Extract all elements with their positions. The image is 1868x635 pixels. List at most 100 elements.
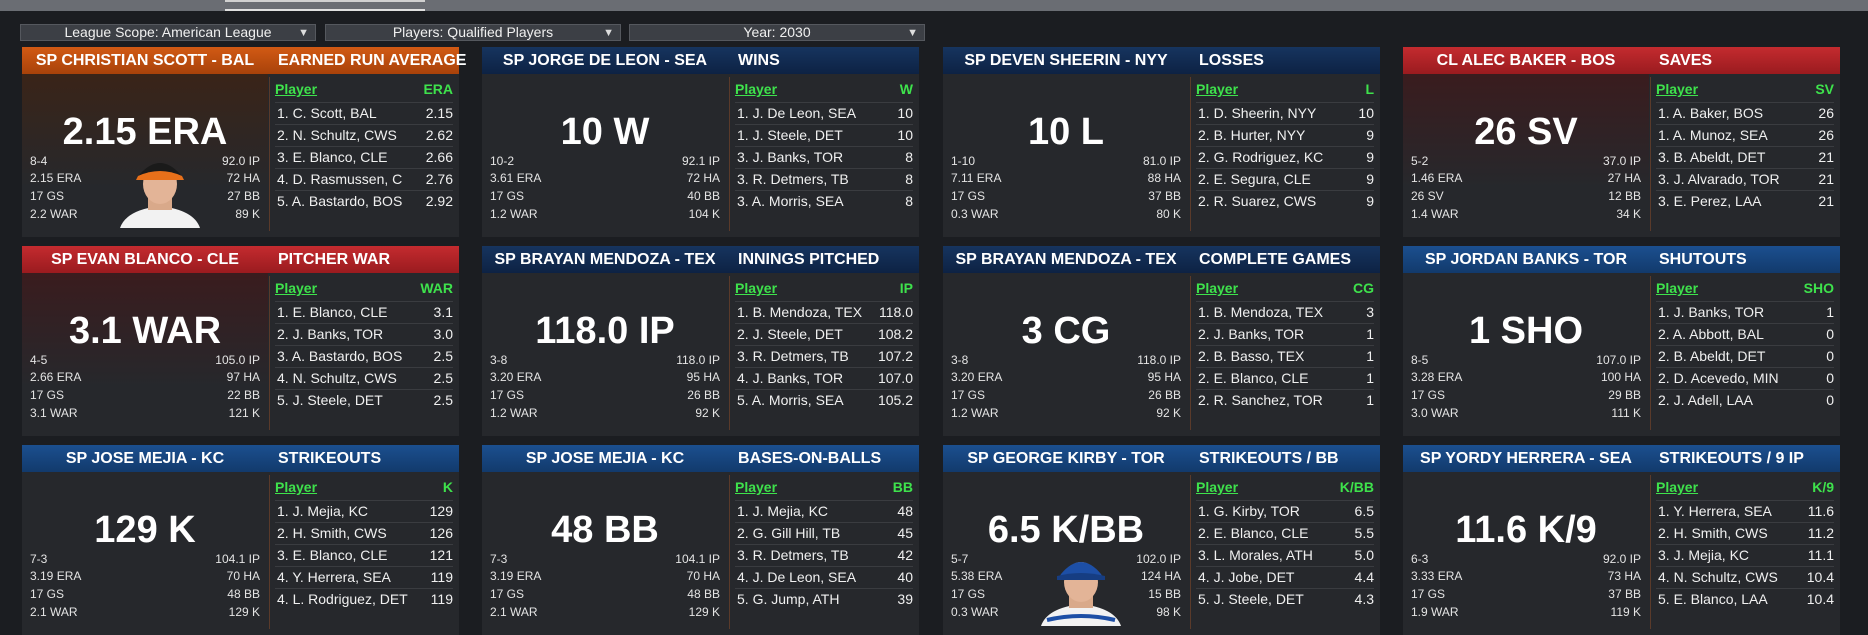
leader-card[interactable]: SP JOSE MEJIA - KC BASES-ON-BALLS 48 BB 7-3… bbox=[482, 445, 919, 635]
leader-card[interactable]: SP JOSE MEJIA - KC STRIKEOUTS 129 K 7-3 104.… bbox=[22, 445, 459, 635]
table-row[interactable]: 1. J. Mejia, KC 48 bbox=[735, 500, 913, 522]
table-row[interactable]: 4. J. De Leon, SEA 40 bbox=[735, 566, 913, 588]
table-row[interactable]: 3. L. Morales, ATH 5.0 bbox=[1196, 544, 1374, 566]
table-row[interactable]: 3. E. Blanco, CLE 2.66 bbox=[275, 146, 453, 168]
leader-player-name[interactable]: SP EVAN BLANCO - CLE bbox=[51, 251, 239, 268]
column-header-player[interactable]: Player bbox=[1656, 280, 1699, 296]
column-header-player[interactable]: Player bbox=[1196, 81, 1239, 97]
leader-card[interactable]: SP EVAN BLANCO - CLE PITCHER WAR 3.1 WAR 4-… bbox=[22, 246, 459, 436]
leader-card[interactable]: CL ALEC BAKER - BOS SAVES 26 SV 5-2 37.0 IP 1… bbox=[1403, 47, 1840, 237]
leader-card[interactable]: SP CHRISTIAN SCOTT - BAL EARNED RUN AVERA… bbox=[22, 47, 466, 237]
leader-card[interactable]: SP BRAYAN MENDOZA - TEX COMPLETE GAMES 3 C… bbox=[943, 246, 1380, 436]
table-row[interactable]: 2. A. Abbott, BAL 0 bbox=[1656, 323, 1834, 345]
table-row[interactable]: 5. A. Bastardo, BOS 2.92 bbox=[275, 190, 453, 212]
column-header-player[interactable]: Player bbox=[1656, 479, 1699, 495]
leader-card[interactable]: SP JORGE DE LEON - SEA WINS 10 W 10-2 92.1 I… bbox=[482, 47, 919, 237]
table-row[interactable]: 2. G. Rodriguez, KC 9 bbox=[1196, 146, 1374, 168]
table-row[interactable]: 5. G. Jump, ATH 39 bbox=[735, 588, 913, 610]
table-row[interactable]: 1. A. Munoz, SEA 26 bbox=[1656, 124, 1834, 146]
column-header-stat[interactable]: WAR bbox=[420, 280, 453, 296]
league-scope-dropdown[interactable]: League Scope: American League ▼ bbox=[20, 24, 316, 41]
table-row[interactable]: 2. E. Blanco, CLE 5.5 bbox=[1196, 522, 1374, 544]
table-row[interactable]: 1. J. Steele, DET 10 bbox=[735, 124, 913, 146]
table-row[interactable]: 5. J. Steele, DET 4.3 bbox=[1196, 588, 1374, 610]
table-row[interactable]: 2. E. Blanco, CLE 1 bbox=[1196, 367, 1374, 389]
table-row[interactable]: 2. J. Banks, TOR 3.0 bbox=[275, 323, 453, 345]
column-header-player[interactable]: Player bbox=[275, 479, 318, 495]
leader-player-name[interactable]: SP JOSE MEJIA - KC bbox=[525, 450, 685, 467]
table-row[interactable]: 2. J. Steele, DET 108.2 bbox=[735, 323, 913, 345]
table-row[interactable]: 3. J. Alvarado, TOR 21 bbox=[1656, 168, 1834, 190]
table-row[interactable]: 4. L. Rodriguez, DET 119 bbox=[275, 588, 453, 610]
column-header-player[interactable]: Player bbox=[735, 479, 778, 495]
column-header-player[interactable]: Player bbox=[735, 280, 778, 296]
table-row[interactable]: 3. A. Bastardo, BOS 2.5 bbox=[275, 345, 453, 367]
table-row[interactable]: 2. D. Acevedo, MIN 0 bbox=[1656, 367, 1834, 389]
table-row[interactable]: 2. H. Smith, CWS 11.2 bbox=[1656, 522, 1834, 544]
column-header-player[interactable]: Player bbox=[275, 81, 318, 97]
table-row[interactable]: 2. G. Gill Hill, TB 45 bbox=[735, 522, 913, 544]
column-header-stat[interactable]: BB bbox=[892, 479, 913, 495]
table-row[interactable]: 3. E. Blanco, CLE 121 bbox=[275, 544, 453, 566]
table-row[interactable]: 4. N. Schultz, CWS 10.4 bbox=[1656, 566, 1834, 588]
table-row[interactable]: 3. B. Abeldt, DET 21 bbox=[1656, 146, 1834, 168]
table-row[interactable]: 2. B. Basso, TEX 1 bbox=[1196, 345, 1374, 367]
table-row[interactable]: 3. J. Mejia, KC 11.1 bbox=[1656, 544, 1834, 566]
column-header-stat[interactable]: ERA bbox=[423, 81, 453, 97]
table-row[interactable]: 3. E. Perez, LAA 21 bbox=[1656, 190, 1834, 212]
table-row[interactable]: 2. R. Suarez, CWS 9 bbox=[1196, 190, 1374, 212]
column-header-stat[interactable]: K/9 bbox=[1812, 479, 1834, 495]
table-row[interactable]: 1. J. Banks, TOR 1 bbox=[1656, 301, 1834, 323]
column-header-player[interactable]: Player bbox=[1196, 280, 1239, 296]
table-row[interactable]: 2. H. Smith, CWS 126 bbox=[275, 522, 453, 544]
table-row[interactable]: 4. J. Jobe, DET 4.4 bbox=[1196, 566, 1374, 588]
table-row[interactable]: 3. A. Morris, SEA 8 bbox=[735, 190, 913, 212]
table-row[interactable]: 4. J. Banks, TOR 107.0 bbox=[735, 367, 913, 389]
column-header-player[interactable]: Player bbox=[1196, 479, 1239, 495]
table-row[interactable]: 4. N. Schultz, CWS 2.5 bbox=[275, 367, 453, 389]
leader-player-name[interactable]: SP CHRISTIAN SCOTT - BAL bbox=[35, 52, 255, 69]
leader-player-name[interactable]: SP BRAYAN MENDOZA - TEX bbox=[955, 251, 1177, 268]
table-row[interactable]: 1. C. Scott, BAL 2.15 bbox=[275, 102, 453, 124]
column-header-stat[interactable]: IP bbox=[899, 280, 913, 296]
table-row[interactable]: 4. D. Rasmussen, C 2.76 bbox=[275, 168, 453, 190]
leader-player-name[interactable]: SP GEORGE KIRBY - TOR bbox=[967, 450, 1165, 467]
table-row[interactable]: 1. D. Sheerin, NYY 10 bbox=[1196, 102, 1374, 124]
table-row[interactable]: 2. E. Segura, CLE 9 bbox=[1196, 168, 1374, 190]
leader-card[interactable]: SP BRAYAN MENDOZA - TEX INNINGS PITCHED 11… bbox=[482, 246, 919, 436]
column-header-stat[interactable]: SHO bbox=[1803, 280, 1834, 296]
table-row[interactable]: 1. J. De Leon, SEA 10 bbox=[735, 102, 913, 124]
column-header-stat[interactable]: SV bbox=[1815, 81, 1834, 97]
leader-player-name[interactable]: SP YORDY HERRERA - SEA bbox=[1420, 450, 1632, 467]
table-row[interactable]: 1. B. Mendoza, TEX 3 bbox=[1196, 301, 1374, 323]
table-row[interactable]: 3. J. Banks, TOR 8 bbox=[735, 146, 913, 168]
table-row[interactable]: 4. Y. Herrera, SEA 119 bbox=[275, 566, 453, 588]
leader-player-name[interactable]: SP JORDAN BANKS - TOR bbox=[1424, 251, 1628, 268]
table-row[interactable]: 3. R. Detmers, TB 8 bbox=[735, 168, 913, 190]
column-header-player[interactable]: Player bbox=[735, 81, 778, 97]
table-row[interactable]: 1. E. Blanco, CLE 3.1 bbox=[275, 301, 453, 323]
table-row[interactable]: 2. B. Abeldt, DET 0 bbox=[1656, 345, 1834, 367]
leader-player-name[interactable]: SP JORGE DE LEON - SEA bbox=[502, 52, 708, 69]
leader-player-name[interactable]: SP JOSE MEJIA - KC bbox=[65, 450, 225, 467]
players-dropdown[interactable]: Players: Qualified Players ▼ bbox=[325, 24, 621, 41]
year-dropdown[interactable]: Year: 2030 ▼ bbox=[629, 24, 925, 41]
table-row[interactable]: 5. A. Morris, SEA 105.2 bbox=[735, 389, 913, 411]
leader-player-name[interactable]: CL ALEC BAKER - BOS bbox=[1436, 52, 1616, 69]
table-row[interactable]: 5. E. Blanco, LAA 10.4 bbox=[1656, 588, 1834, 610]
column-header-stat[interactable]: W bbox=[899, 81, 913, 97]
column-header-player[interactable]: Player bbox=[1656, 81, 1699, 97]
column-header-player[interactable]: Player bbox=[275, 280, 318, 296]
table-row[interactable]: 2. J. Adell, LAA 0 bbox=[1656, 389, 1834, 411]
table-row[interactable]: 2. J. Banks, TOR 1 bbox=[1196, 323, 1374, 345]
table-row[interactable]: 3. R. Detmers, TB 107.2 bbox=[735, 345, 913, 367]
table-row[interactable]: 3. R. Detmers, TB 42 bbox=[735, 544, 913, 566]
table-row[interactable]: 2. R. Sanchez, TOR 1 bbox=[1196, 389, 1374, 411]
leader-player-name[interactable]: SP DEVEN SHEERIN - NYY bbox=[964, 52, 1168, 69]
column-header-stat[interactable]: K bbox=[442, 479, 453, 495]
table-row[interactable]: 2. B. Hurter, NYY 9 bbox=[1196, 124, 1374, 146]
table-row[interactable]: 1. G. Kirby, TOR 6.5 bbox=[1196, 500, 1374, 522]
leader-player-name[interactable]: SP BRAYAN MENDOZA - TEX bbox=[494, 251, 716, 268]
table-row[interactable]: 1. A. Baker, BOS 26 bbox=[1656, 102, 1834, 124]
column-header-stat[interactable]: L bbox=[1365, 81, 1374, 97]
